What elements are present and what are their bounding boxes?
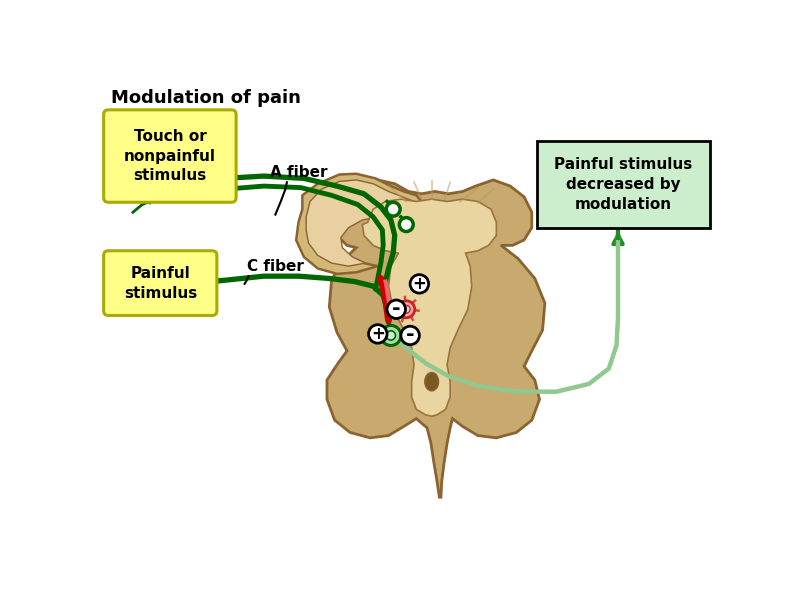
Polygon shape: [296, 174, 421, 274]
Circle shape: [400, 218, 413, 231]
FancyBboxPatch shape: [103, 251, 217, 316]
Text: -: -: [392, 299, 400, 319]
Ellipse shape: [425, 373, 439, 391]
Circle shape: [380, 326, 400, 346]
Polygon shape: [327, 180, 545, 497]
Text: +: +: [371, 325, 384, 343]
Text: C fiber: C fiber: [247, 259, 304, 274]
Circle shape: [368, 325, 387, 343]
FancyBboxPatch shape: [537, 141, 710, 228]
Text: -: -: [406, 326, 414, 346]
Circle shape: [398, 301, 415, 318]
Circle shape: [402, 305, 410, 313]
Text: Touch or
nonpainful
stimulus: Touch or nonpainful stimulus: [124, 129, 216, 183]
Polygon shape: [362, 199, 497, 416]
Circle shape: [386, 203, 400, 216]
Text: Painful stimulus
decreased by
modulation: Painful stimulus decreased by modulation: [554, 157, 693, 212]
Text: +: +: [413, 275, 426, 293]
Text: Painful
stimulus: Painful stimulus: [124, 266, 197, 300]
Polygon shape: [306, 180, 417, 266]
Circle shape: [387, 300, 405, 319]
FancyBboxPatch shape: [103, 110, 236, 203]
Circle shape: [400, 326, 420, 345]
Text: Modulation of pain: Modulation of pain: [111, 89, 301, 107]
Text: A fiber: A fiber: [270, 165, 328, 180]
Circle shape: [386, 331, 396, 340]
Circle shape: [410, 275, 429, 293]
